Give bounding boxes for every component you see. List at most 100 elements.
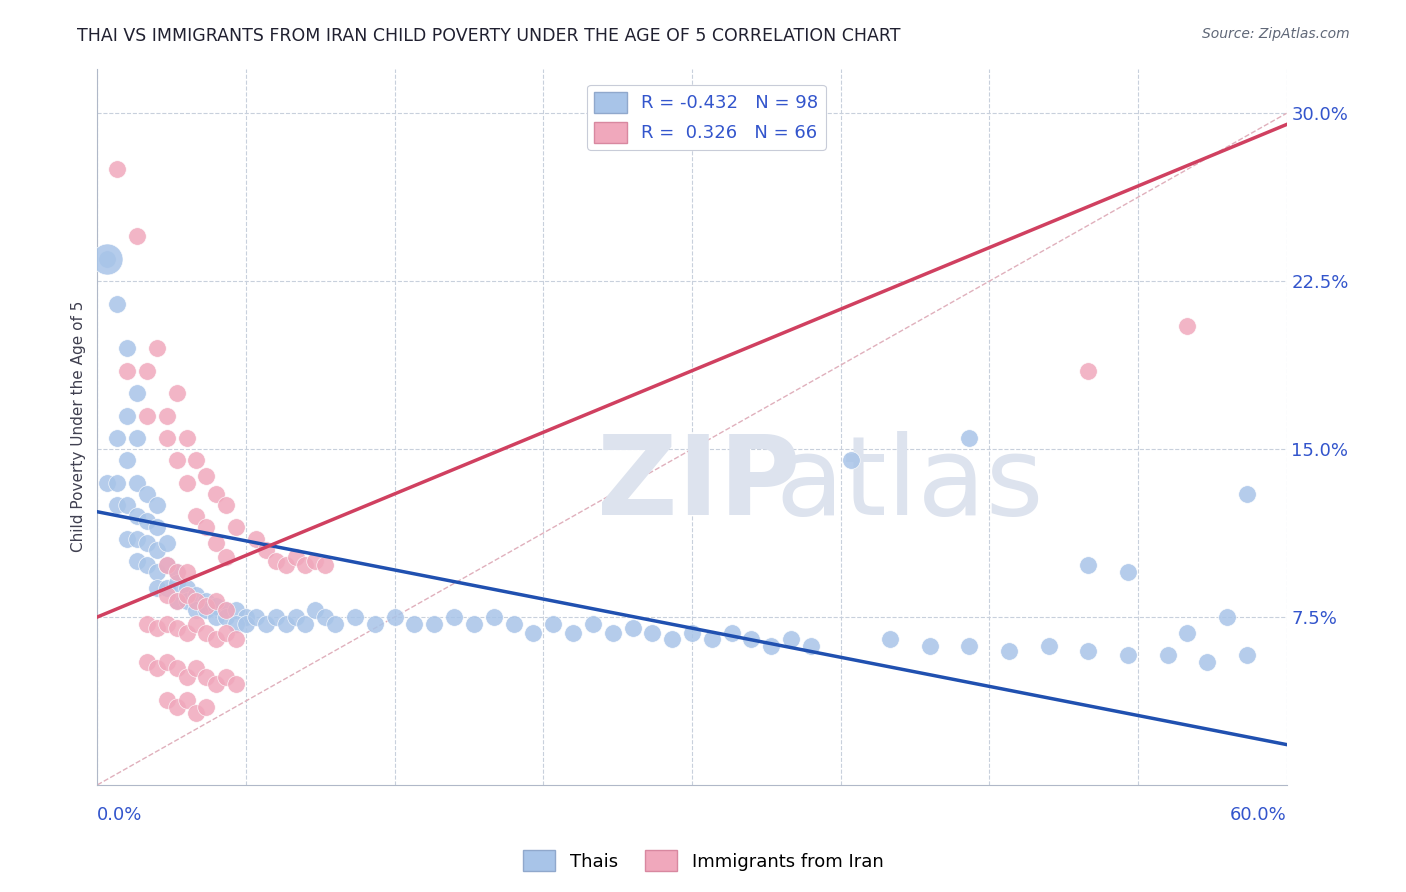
Point: [482, 610, 505, 624]
Point: [264, 610, 287, 624]
Point: [195, 520, 218, 534]
Point: [541, 616, 564, 631]
Point: [146, 342, 169, 356]
Point: [115, 364, 138, 378]
Point: [156, 616, 179, 631]
Point: [839, 453, 862, 467]
Point: [1236, 648, 1258, 662]
Point: [96, 252, 118, 266]
Point: [274, 616, 297, 631]
Point: [740, 632, 762, 647]
Point: [146, 621, 169, 635]
Point: [176, 475, 198, 490]
Point: [146, 520, 169, 534]
Point: [96, 252, 118, 266]
Point: [105, 498, 128, 512]
Text: atlas: atlas: [775, 431, 1043, 538]
Point: [235, 616, 257, 631]
Point: [156, 581, 179, 595]
Point: [186, 661, 208, 675]
Legend: Thais, Immigrants from Iran: Thais, Immigrants from Iran: [516, 843, 890, 879]
Point: [235, 610, 257, 624]
Point: [225, 603, 247, 617]
Point: [186, 616, 208, 631]
Point: [205, 594, 228, 608]
Point: [166, 576, 188, 591]
Point: [364, 616, 387, 631]
Point: [562, 625, 585, 640]
Point: [135, 487, 157, 501]
Point: [681, 625, 703, 640]
Point: [125, 431, 148, 445]
Point: [156, 409, 179, 423]
Point: [166, 699, 188, 714]
Point: [166, 621, 188, 635]
Point: [800, 639, 823, 653]
Point: [186, 594, 208, 608]
Point: [125, 509, 148, 524]
Point: [205, 599, 228, 613]
Point: [215, 549, 238, 564]
Point: [1216, 610, 1239, 624]
Point: [582, 616, 605, 631]
Point: [125, 554, 148, 568]
Point: [661, 632, 683, 647]
Point: [205, 677, 228, 691]
Point: [166, 661, 188, 675]
Point: [176, 625, 198, 640]
Point: [166, 565, 188, 579]
Point: [215, 625, 238, 640]
Point: [115, 532, 138, 546]
Point: [959, 639, 981, 653]
Point: [314, 558, 336, 573]
Point: [918, 639, 941, 653]
Point: [225, 677, 247, 691]
Point: [195, 625, 218, 640]
Point: [135, 558, 157, 573]
Point: [156, 693, 179, 707]
Point: [156, 655, 179, 669]
Point: [135, 655, 157, 669]
Point: [176, 565, 198, 579]
Point: [225, 632, 247, 647]
Point: [215, 603, 238, 617]
Point: [125, 532, 148, 546]
Point: [443, 610, 465, 624]
Point: [304, 554, 326, 568]
Point: [146, 661, 169, 675]
Point: [254, 542, 277, 557]
Point: [146, 498, 169, 512]
Point: [205, 536, 228, 550]
Point: [96, 475, 118, 490]
Point: [1197, 655, 1219, 669]
Point: [176, 588, 198, 602]
Text: ZIP: ZIP: [596, 431, 800, 538]
Point: [125, 475, 148, 490]
Point: [254, 616, 277, 631]
Point: [125, 229, 148, 244]
Text: Source: ZipAtlas.com: Source: ZipAtlas.com: [1202, 27, 1350, 41]
Point: [135, 616, 157, 631]
Point: [215, 603, 238, 617]
Point: [780, 632, 803, 647]
Point: [156, 431, 179, 445]
Point: [215, 498, 238, 512]
Point: [156, 536, 179, 550]
Point: [146, 565, 169, 579]
Point: [1177, 318, 1199, 333]
Point: [156, 588, 179, 602]
Point: [105, 296, 128, 310]
Point: [284, 549, 307, 564]
Point: [105, 431, 128, 445]
Point: [195, 469, 218, 483]
Point: [176, 594, 198, 608]
Point: [146, 542, 169, 557]
Point: [125, 386, 148, 401]
Point: [998, 643, 1021, 657]
Point: [314, 610, 336, 624]
Point: [195, 603, 218, 617]
Point: [621, 621, 644, 635]
Point: [176, 581, 198, 595]
Point: [761, 639, 783, 653]
Point: [156, 558, 179, 573]
